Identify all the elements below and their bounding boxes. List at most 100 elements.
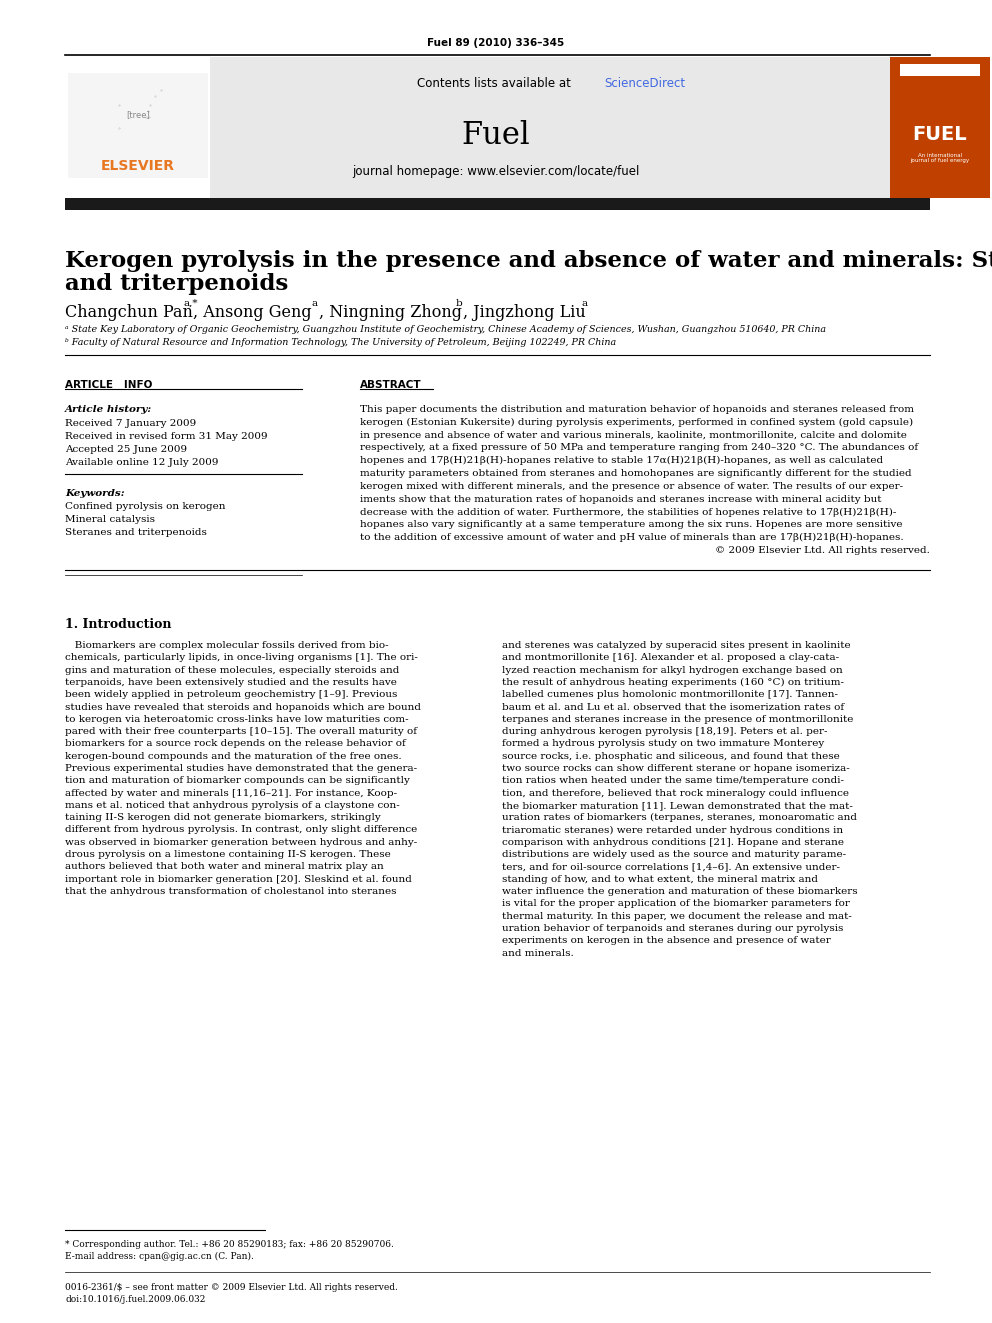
Text: ters, and for oil-source correlations [1,4–6]. An extensive under-: ters, and for oil-source correlations [1…	[502, 863, 840, 872]
Text: was observed in biomarker generation between hydrous and anhy-: was observed in biomarker generation bet…	[65, 837, 418, 847]
Text: baum et al. and Lu et al. observed that the isomerization rates of: baum et al. and Lu et al. observed that …	[502, 703, 844, 712]
Bar	[68, 73, 208, 179]
Text: authors believed that both water and mineral matrix play an: authors believed that both water and min…	[65, 863, 384, 872]
Text: labelled cumenes plus homolonic montmorillonite [17]. Tannen-: labelled cumenes plus homolonic montmori…	[502, 691, 838, 699]
Text: , Ansong Geng: , Ansong Geng	[193, 304, 311, 321]
Text: the biomarker maturation [11]. Lewan demonstrated that the mat-: the biomarker maturation [11]. Lewan dem…	[502, 800, 853, 810]
Text: triaromatic steranes) were retarded under hydrous conditions in: triaromatic steranes) were retarded unde…	[502, 826, 843, 835]
Text: mans et al. noticed that anhydrous pyrolysis of a claystone con-: mans et al. noticed that anhydrous pyrol…	[65, 800, 400, 810]
Bar	[210, 57, 890, 198]
Text: important role in biomarker generation [20]. Sleskind et al. found: important role in biomarker generation […	[65, 875, 412, 884]
Text: Kerogen pyrolysis in the presence and absence of water and minerals: Steranes: Kerogen pyrolysis in the presence and ab…	[65, 250, 992, 273]
Text: pared with their free counterparts [10–15]. The overall maturity of: pared with their free counterparts [10–1…	[65, 728, 417, 736]
Text: hopenes and 17β(H)21β(H)-hopanes relative to stable 17α(H)21β(H)-hopanes, as wel: hopenes and 17β(H)21β(H)-hopanes relativ…	[360, 456, 883, 466]
Text: FUEL: FUEL	[913, 126, 967, 144]
Text: terpanoids, have been extensively studied and the results have: terpanoids, have been extensively studie…	[65, 677, 397, 687]
Text: Biomarkers are complex molecular fossils derived from bio-: Biomarkers are complex molecular fossils…	[65, 642, 389, 650]
Text: and montmorillonite [16]. Alexander et al. proposed a clay-cata-: and montmorillonite [16]. Alexander et a…	[502, 654, 839, 663]
Text: formed a hydrous pyrolysis study on two immature Monterey: formed a hydrous pyrolysis study on two …	[502, 740, 824, 749]
Text: Fuel 89 (2010) 336–345: Fuel 89 (2010) 336–345	[428, 38, 564, 48]
Text: studies have revealed that steroids and hopanoids which are bound: studies have revealed that steroids and …	[65, 703, 421, 712]
Text: Accepted 25 June 2009: Accepted 25 June 2009	[65, 445, 187, 454]
Text: gins and maturation of these molecules, especially steroids and: gins and maturation of these molecules, …	[65, 665, 400, 675]
Text: a: a	[312, 299, 318, 308]
Text: uration behavior of terpanoids and steranes during our pyrolysis: uration behavior of terpanoids and stera…	[502, 923, 843, 933]
Text: is vital for the proper application of the biomarker parameters for: is vital for the proper application of t…	[502, 900, 850, 909]
Text: to the addition of excessive amount of water and pH value of minerals than are 1: to the addition of excessive amount of w…	[360, 533, 904, 542]
Text: Keywords:: Keywords:	[65, 490, 125, 497]
Text: standing of how, and to what extent, the mineral matrix and: standing of how, and to what extent, the…	[502, 875, 818, 884]
Text: to kerogen via heteroatomic cross-links have low maturities com-: to kerogen via heteroatomic cross-links …	[65, 714, 409, 724]
Text: been widely applied in petroleum geochemistry [1–9]. Previous: been widely applied in petroleum geochem…	[65, 691, 398, 699]
Text: doi:10.1016/j.fuel.2009.06.032: doi:10.1016/j.fuel.2009.06.032	[65, 1295, 205, 1304]
Bar	[65, 198, 930, 210]
Text: 0016-2361/$ – see front matter © 2009 Elsevier Ltd. All rights reserved.: 0016-2361/$ – see front matter © 2009 El…	[65, 1283, 398, 1293]
Text: An international
journal of fuel energy: An international journal of fuel energy	[911, 152, 969, 164]
Text: that the anhydrous transformation of cholestanol into steranes: that the anhydrous transformation of cho…	[65, 886, 397, 896]
Text: a,*: a,*	[183, 299, 197, 308]
Bar	[890, 57, 990, 198]
Text: Previous experimental studies have demonstrated that the genera-: Previous experimental studies have demon…	[65, 763, 417, 773]
Text: Changchun Pan: Changchun Pan	[65, 304, 192, 321]
Text: [tree]: [tree]	[126, 111, 150, 119]
Text: maturity parameters obtained from steranes and homohopanes are significantly dif: maturity parameters obtained from steran…	[360, 468, 912, 478]
Text: biomarkers for a source rock depends on the release behavior of: biomarkers for a source rock depends on …	[65, 740, 406, 749]
Text: © 2009 Elsevier Ltd. All rights reserved.: © 2009 Elsevier Ltd. All rights reserved…	[715, 546, 930, 554]
Text: the result of anhydrous heating experiments (160 °C) on tritium-: the result of anhydrous heating experime…	[502, 677, 844, 687]
Text: Confined pyrolysis on kerogen: Confined pyrolysis on kerogen	[65, 501, 225, 511]
Text: a: a	[581, 299, 587, 308]
Text: , Jingzhong Liu: , Jingzhong Liu	[463, 304, 585, 321]
Text: taining II-S kerogen did not generate biomarkers, strikingly: taining II-S kerogen did not generate bi…	[65, 814, 381, 822]
Text: Received in revised form 31 May 2009: Received in revised form 31 May 2009	[65, 433, 268, 441]
Text: during anhydrous kerogen pyrolysis [18,19]. Peters et al. per-: during anhydrous kerogen pyrolysis [18,1…	[502, 728, 827, 736]
Text: decrease with the addition of water. Furthermore, the stabilities of hopenes rel: decrease with the addition of water. Fur…	[360, 508, 897, 516]
Text: thermal maturity. In this paper, we document the release and mat-: thermal maturity. In this paper, we docu…	[502, 912, 852, 921]
Text: lyzed reaction mechanism for alkyl hydrogen exchange based on: lyzed reaction mechanism for alkyl hydro…	[502, 665, 843, 675]
Text: and sterenes was catalyzed by superacid sites present in kaolinite: and sterenes was catalyzed by superacid …	[502, 642, 850, 650]
Text: , Ningning Zhong: , Ningning Zhong	[319, 304, 462, 321]
Text: terpanes and steranes increase in the presence of montmorillonite: terpanes and steranes increase in the pr…	[502, 714, 853, 724]
Text: kerogen (Estonian Kukersite) during pyrolysis experiments, performed in confined: kerogen (Estonian Kukersite) during pyro…	[360, 418, 913, 427]
Text: in presence and absence of water and various minerals, kaolinite, montmorillonit: in presence and absence of water and var…	[360, 430, 907, 439]
Text: This paper documents the distribution and maturation behavior of hopanoids and s: This paper documents the distribution an…	[360, 405, 914, 414]
Text: * Corresponding author. Tel.: +86 20 85290183; fax: +86 20 85290706.: * Corresponding author. Tel.: +86 20 852…	[65, 1240, 394, 1249]
Text: tion ratios when heated under the same time/temperature condi-: tion ratios when heated under the same t…	[502, 777, 844, 786]
Bar	[900, 64, 980, 75]
Text: kerogen mixed with different minerals, and the presence or absence of water. The: kerogen mixed with different minerals, a…	[360, 482, 903, 491]
Text: tion, and therefore, believed that rock mineralogy could influence: tion, and therefore, believed that rock …	[502, 789, 849, 798]
Text: ARTICLE   INFO: ARTICLE INFO	[65, 380, 153, 390]
Text: tion and maturation of biomarker compounds can be significantly: tion and maturation of biomarker compoun…	[65, 777, 410, 786]
Text: ELSEVIER: ELSEVIER	[101, 159, 175, 173]
Text: different from hydrous pyrolysis. In contrast, only slight difference: different from hydrous pyrolysis. In con…	[65, 826, 418, 835]
Text: kerogen-bound compounds and the maturation of the free ones.: kerogen-bound compounds and the maturati…	[65, 751, 402, 761]
Text: respectively, at a fixed pressure of 50 MPa and temperature ranging from 240–320: respectively, at a fixed pressure of 50 …	[360, 443, 919, 452]
Text: Mineral catalysis: Mineral catalysis	[65, 515, 155, 524]
Bar	[65, 57, 210, 198]
Text: Available online 12 July 2009: Available online 12 July 2009	[65, 458, 218, 467]
Text: iments show that the maturation rates of hopanoids and steranes increase with mi: iments show that the maturation rates of…	[360, 495, 882, 504]
Text: 1. Introduction: 1. Introduction	[65, 618, 172, 631]
Text: b: b	[456, 299, 462, 308]
Text: Article history:: Article history:	[65, 405, 152, 414]
Text: Contents lists available at: Contents lists available at	[418, 77, 574, 90]
Text: distributions are widely used as the source and maturity parame-: distributions are widely used as the sou…	[502, 851, 846, 859]
Text: source rocks, i.e. phosphatic and siliceous, and found that these: source rocks, i.e. phosphatic and silice…	[502, 751, 840, 761]
Text: journal homepage: www.elsevier.com/locate/fuel: journal homepage: www.elsevier.com/locat…	[352, 165, 640, 179]
Text: ABSTRACT: ABSTRACT	[360, 380, 422, 390]
Text: Fuel: Fuel	[461, 120, 531, 151]
Text: hopanes also vary significantly at a same temperature among the six runs. Hopene: hopanes also vary significantly at a sam…	[360, 520, 903, 529]
Text: E-mail address: cpan@gig.ac.cn (C. Pan).: E-mail address: cpan@gig.ac.cn (C. Pan).	[65, 1252, 254, 1261]
Text: comparison with anhydrous conditions [21]. Hopane and sterane: comparison with anhydrous conditions [21…	[502, 837, 844, 847]
Text: and triterpenoids: and triterpenoids	[65, 273, 289, 295]
Text: ᵇ Faculty of Natural Resource and Information Technology, The University of Petr: ᵇ Faculty of Natural Resource and Inform…	[65, 337, 616, 347]
Text: Steranes and triterpenoids: Steranes and triterpenoids	[65, 528, 207, 537]
Text: experiments on kerogen in the absence and presence of water: experiments on kerogen in the absence an…	[502, 937, 830, 945]
Text: drous pyrolysis on a limestone containing II-S kerogen. These: drous pyrolysis on a limestone containin…	[65, 851, 391, 859]
Text: ᵃ State Key Laboratory of Organic Geochemistry, Guangzhou Institute of Geochemis: ᵃ State Key Laboratory of Organic Geoche…	[65, 325, 826, 333]
Text: and minerals.: and minerals.	[502, 949, 573, 958]
Text: water influence the generation and maturation of these biomarkers: water influence the generation and matur…	[502, 886, 858, 896]
Text: Received 7 January 2009: Received 7 January 2009	[65, 419, 196, 429]
Text: uration rates of biomarkers (terpanes, steranes, monoaromatic and: uration rates of biomarkers (terpanes, s…	[502, 814, 857, 823]
Text: chemicals, particularly lipids, in once-living organisms [1]. The ori-: chemicals, particularly lipids, in once-…	[65, 654, 418, 663]
Text: ScienceDirect: ScienceDirect	[604, 77, 685, 90]
